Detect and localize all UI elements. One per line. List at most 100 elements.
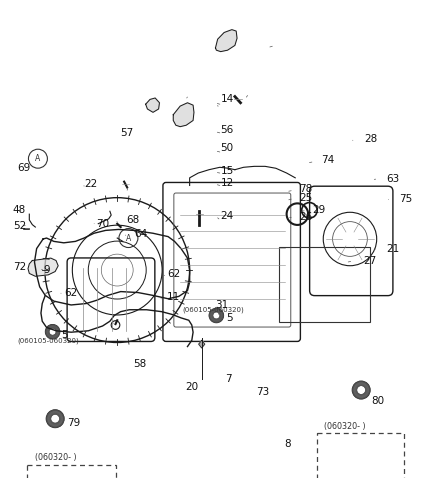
Polygon shape	[53, 336, 54, 338]
Polygon shape	[212, 319, 214, 322]
Polygon shape	[218, 318, 221, 321]
Text: 73: 73	[255, 387, 269, 397]
Polygon shape	[55, 327, 58, 330]
Text: 5: 5	[225, 313, 232, 323]
Polygon shape	[364, 392, 368, 394]
Polygon shape	[46, 333, 49, 335]
Text: 15: 15	[220, 166, 233, 176]
Polygon shape	[353, 392, 357, 396]
Polygon shape	[214, 309, 215, 312]
Polygon shape	[365, 391, 369, 393]
Polygon shape	[365, 391, 369, 393]
Polygon shape	[46, 420, 50, 421]
Polygon shape	[145, 98, 159, 112]
Polygon shape	[54, 335, 56, 338]
Polygon shape	[47, 415, 51, 417]
Polygon shape	[47, 327, 50, 329]
Polygon shape	[46, 328, 49, 330]
Polygon shape	[51, 325, 52, 328]
Polygon shape	[209, 316, 212, 318]
Polygon shape	[219, 313, 222, 314]
Polygon shape	[353, 392, 356, 395]
Polygon shape	[361, 381, 363, 386]
Polygon shape	[357, 381, 359, 386]
Polygon shape	[219, 312, 222, 314]
Polygon shape	[60, 419, 64, 421]
Polygon shape	[47, 414, 51, 416]
Polygon shape	[51, 336, 52, 338]
Polygon shape	[50, 336, 52, 338]
Polygon shape	[49, 335, 51, 338]
Text: 12: 12	[220, 178, 233, 187]
Text: 52: 52	[13, 221, 26, 230]
Polygon shape	[46, 332, 49, 334]
Polygon shape	[211, 311, 213, 313]
Polygon shape	[46, 331, 49, 332]
Polygon shape	[55, 424, 56, 427]
Polygon shape	[60, 419, 64, 420]
Polygon shape	[55, 327, 58, 329]
Polygon shape	[56, 332, 59, 333]
Polygon shape	[356, 382, 358, 386]
Text: 74: 74	[320, 155, 333, 164]
Polygon shape	[356, 382, 359, 386]
Polygon shape	[55, 334, 58, 337]
Text: 58: 58	[133, 359, 147, 369]
Polygon shape	[46, 332, 49, 333]
Polygon shape	[54, 326, 56, 328]
Polygon shape	[365, 388, 369, 390]
Text: 29: 29	[311, 206, 325, 215]
Polygon shape	[47, 327, 49, 330]
Polygon shape	[210, 312, 213, 314]
Polygon shape	[356, 394, 358, 398]
Polygon shape	[218, 309, 220, 312]
Polygon shape	[50, 423, 53, 426]
Polygon shape	[55, 424, 57, 427]
Polygon shape	[355, 383, 358, 386]
Text: A: A	[35, 154, 40, 163]
Polygon shape	[198, 340, 204, 348]
Polygon shape	[54, 326, 56, 328]
Polygon shape	[209, 315, 212, 316]
Polygon shape	[59, 416, 64, 418]
Polygon shape	[50, 411, 53, 415]
Text: 75: 75	[398, 194, 412, 204]
Polygon shape	[46, 329, 49, 331]
Polygon shape	[355, 394, 358, 397]
Polygon shape	[358, 381, 360, 385]
Polygon shape	[55, 410, 56, 414]
Polygon shape	[53, 410, 55, 414]
Polygon shape	[212, 309, 214, 312]
Polygon shape	[46, 419, 50, 420]
Polygon shape	[56, 330, 59, 331]
Polygon shape	[362, 394, 364, 398]
Polygon shape	[48, 335, 50, 337]
Polygon shape	[360, 381, 361, 385]
Polygon shape	[56, 411, 58, 414]
Polygon shape	[57, 423, 59, 427]
Text: 31: 31	[215, 300, 228, 310]
Polygon shape	[58, 412, 61, 415]
Polygon shape	[353, 385, 356, 388]
Polygon shape	[51, 423, 53, 427]
Polygon shape	[220, 316, 223, 318]
Polygon shape	[54, 335, 55, 338]
Text: 5: 5	[61, 330, 68, 339]
Polygon shape	[219, 317, 222, 319]
Text: 79: 79	[67, 418, 80, 428]
Polygon shape	[59, 420, 63, 422]
Polygon shape	[54, 410, 55, 414]
Polygon shape	[52, 336, 53, 338]
Polygon shape	[47, 415, 51, 417]
Polygon shape	[220, 316, 223, 317]
Polygon shape	[55, 335, 57, 337]
Polygon shape	[365, 390, 369, 391]
Text: 14: 14	[220, 95, 233, 104]
Polygon shape	[56, 423, 58, 427]
Text: 57: 57	[120, 128, 133, 138]
Polygon shape	[51, 411, 53, 414]
Polygon shape	[356, 394, 359, 398]
Polygon shape	[210, 317, 213, 320]
Polygon shape	[49, 422, 52, 425]
Polygon shape	[210, 317, 213, 319]
